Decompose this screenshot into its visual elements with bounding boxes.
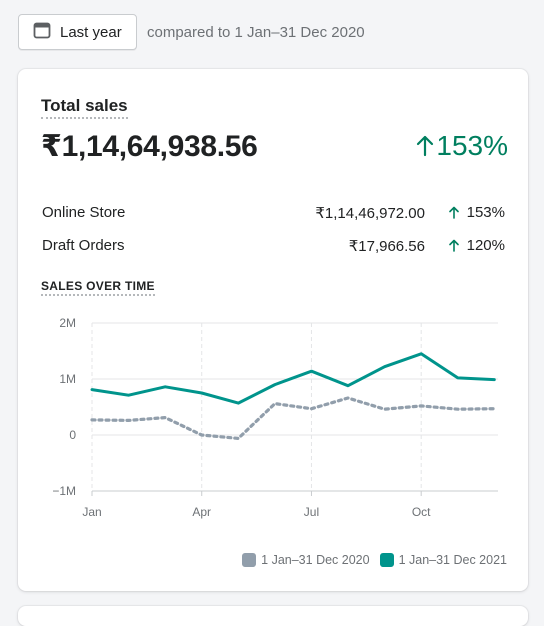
x-tick-label: Jul xyxy=(304,505,319,519)
sales-over-time-chart: 2M 1M 0 −1M Jan Apr Jul Oct xyxy=(52,316,498,519)
x-tick-label: Apr xyxy=(192,505,211,519)
legend-item-2021[interactable]: 1 Jan–31 Dec 2021 xyxy=(379,553,507,567)
total-change-value: 153% xyxy=(436,130,508,161)
legend-swatch-2021 xyxy=(379,553,394,567)
row-label: Draft Orders xyxy=(42,237,125,254)
y-tick-label: 0 xyxy=(69,428,76,442)
legend-item-2020[interactable]: 1 Jan–31 Dec 2020 xyxy=(242,553,370,567)
total-sales-card: Total sales ₹1,14,64,938.56 153% Online … xyxy=(18,69,528,591)
x-tick-label: Oct xyxy=(412,505,431,519)
row-change: 120% xyxy=(425,237,505,254)
legend-label: 1 Jan–31 Dec 2021 xyxy=(398,553,507,567)
chart-title[interactable]: SALES OVER TIME xyxy=(41,279,155,296)
total-sales-change: 153% xyxy=(416,130,508,162)
row-change-value: 120% xyxy=(466,237,505,254)
sales-breakdown: Online Store ₹1,14,46,972.00 153% Draft … xyxy=(42,196,505,262)
date-range-label: Last year xyxy=(60,23,122,41)
row-change: 153% xyxy=(425,204,505,221)
arrow-up-icon xyxy=(448,206,459,219)
legend-label: 1 Jan–31 Dec 2020 xyxy=(261,553,370,567)
x-tick-label: Jan xyxy=(82,505,101,519)
calendar-icon xyxy=(33,21,51,43)
series-line-2021 xyxy=(90,352,496,405)
breakdown-row-draft-orders: Draft Orders ₹17,966.56 120% xyxy=(42,229,505,262)
total-sales-value: ₹1,14,64,938.56 xyxy=(41,130,258,163)
series-line-2020 xyxy=(90,396,496,440)
arrow-up-icon xyxy=(448,239,459,252)
legend-swatch-2020 xyxy=(242,553,257,567)
comparison-text: compared to 1 Jan–31 Dec 2020 xyxy=(147,23,365,41)
next-card xyxy=(18,606,528,626)
y-tick-label: −1M xyxy=(52,484,76,498)
row-amount: ₹17,966.56 xyxy=(348,237,425,255)
row-label: Online Store xyxy=(42,204,126,221)
date-filter-bar: Last year compared to 1 Jan–31 Dec 2020 xyxy=(18,13,365,51)
chart-legend: 1 Jan–31 Dec 2020 1 Jan–31 Dec 2021 xyxy=(242,553,507,567)
date-range-button[interactable]: Last year xyxy=(18,14,137,50)
card-title[interactable]: Total sales xyxy=(41,96,128,119)
row-change-value: 153% xyxy=(466,204,505,221)
arrow-up-icon xyxy=(417,135,434,157)
breakdown-row-online-store: Online Store ₹1,14,46,972.00 153% xyxy=(42,196,505,229)
row-amount: ₹1,14,46,972.00 xyxy=(315,204,425,222)
y-tick-label: 2M xyxy=(59,316,76,330)
y-tick-label: 1M xyxy=(59,372,76,386)
